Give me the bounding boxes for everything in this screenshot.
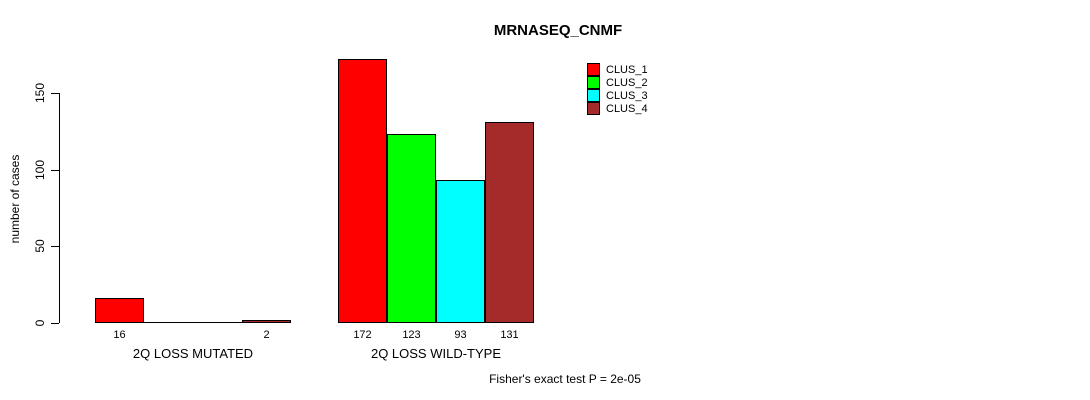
y-axis-tick [51, 246, 59, 247]
y-axis-tick-label: 150 [33, 82, 47, 104]
x-group-label: 2Q LOSS WILD-TYPE [370, 346, 502, 361]
legend-label: CLUS_1 [606, 63, 648, 76]
y-axis-label: number of cases [8, 154, 22, 244]
bar-clus-2-group2 [387, 134, 436, 323]
bar-clus-3-group2 [436, 180, 485, 323]
bar-clus-1-group1 [95, 298, 144, 323]
legend-swatch-clus-3 [587, 89, 600, 102]
bar-clus-1-group2 [338, 59, 387, 323]
legend-swatch-clus-1 [587, 63, 600, 76]
bar-value-label: 16 [113, 329, 126, 341]
legend-label: CLUS_4 [606, 102, 648, 115]
bar-value-label: 123 [402, 329, 421, 341]
x-group-label: 2Q LOSS MUTATED [132, 346, 254, 361]
bar-value-label: 93 [454, 329, 467, 341]
fisher-test-annotation: Fisher's exact test P = 2e-05 [489, 372, 641, 386]
legend-entry-clus-2: CLUS_2 [587, 76, 648, 89]
y-axis-tick-label: 50 [33, 239, 47, 253]
legend: CLUS_1 CLUS_2 CLUS_3 CLUS_4 [587, 63, 648, 115]
y-axis-line [59, 93, 60, 323]
bar-value-label: 2 [263, 329, 270, 341]
y-axis-tick [51, 93, 59, 94]
legend-swatch-clus-4 [587, 102, 600, 115]
bar-value-label: 131 [500, 329, 519, 341]
legend-label: CLUS_3 [606, 89, 648, 102]
chart-title: MRNASEQ_CNMF [493, 22, 623, 39]
zero-bar-clus-3-group1 [193, 322, 242, 323]
y-axis-tick-label: 0 [33, 319, 47, 327]
legend-entry-clus-1: CLUS_1 [587, 63, 648, 76]
legend-label: CLUS_2 [606, 76, 648, 89]
legend-swatch-clus-2 [587, 76, 600, 89]
bar-clus-4-group1 [242, 320, 291, 323]
bar-clus-4-group2 [485, 122, 534, 323]
legend-entry-clus-4: CLUS_4 [587, 102, 648, 115]
zero-bar-clus-2-group1 [144, 322, 193, 323]
y-axis-tick-label: 100 [33, 159, 47, 181]
bar-value-label: 172 [353, 329, 372, 341]
y-axis-tick [51, 170, 59, 171]
legend-entry-clus-3: CLUS_3 [587, 89, 648, 102]
y-axis-tick [51, 323, 59, 324]
